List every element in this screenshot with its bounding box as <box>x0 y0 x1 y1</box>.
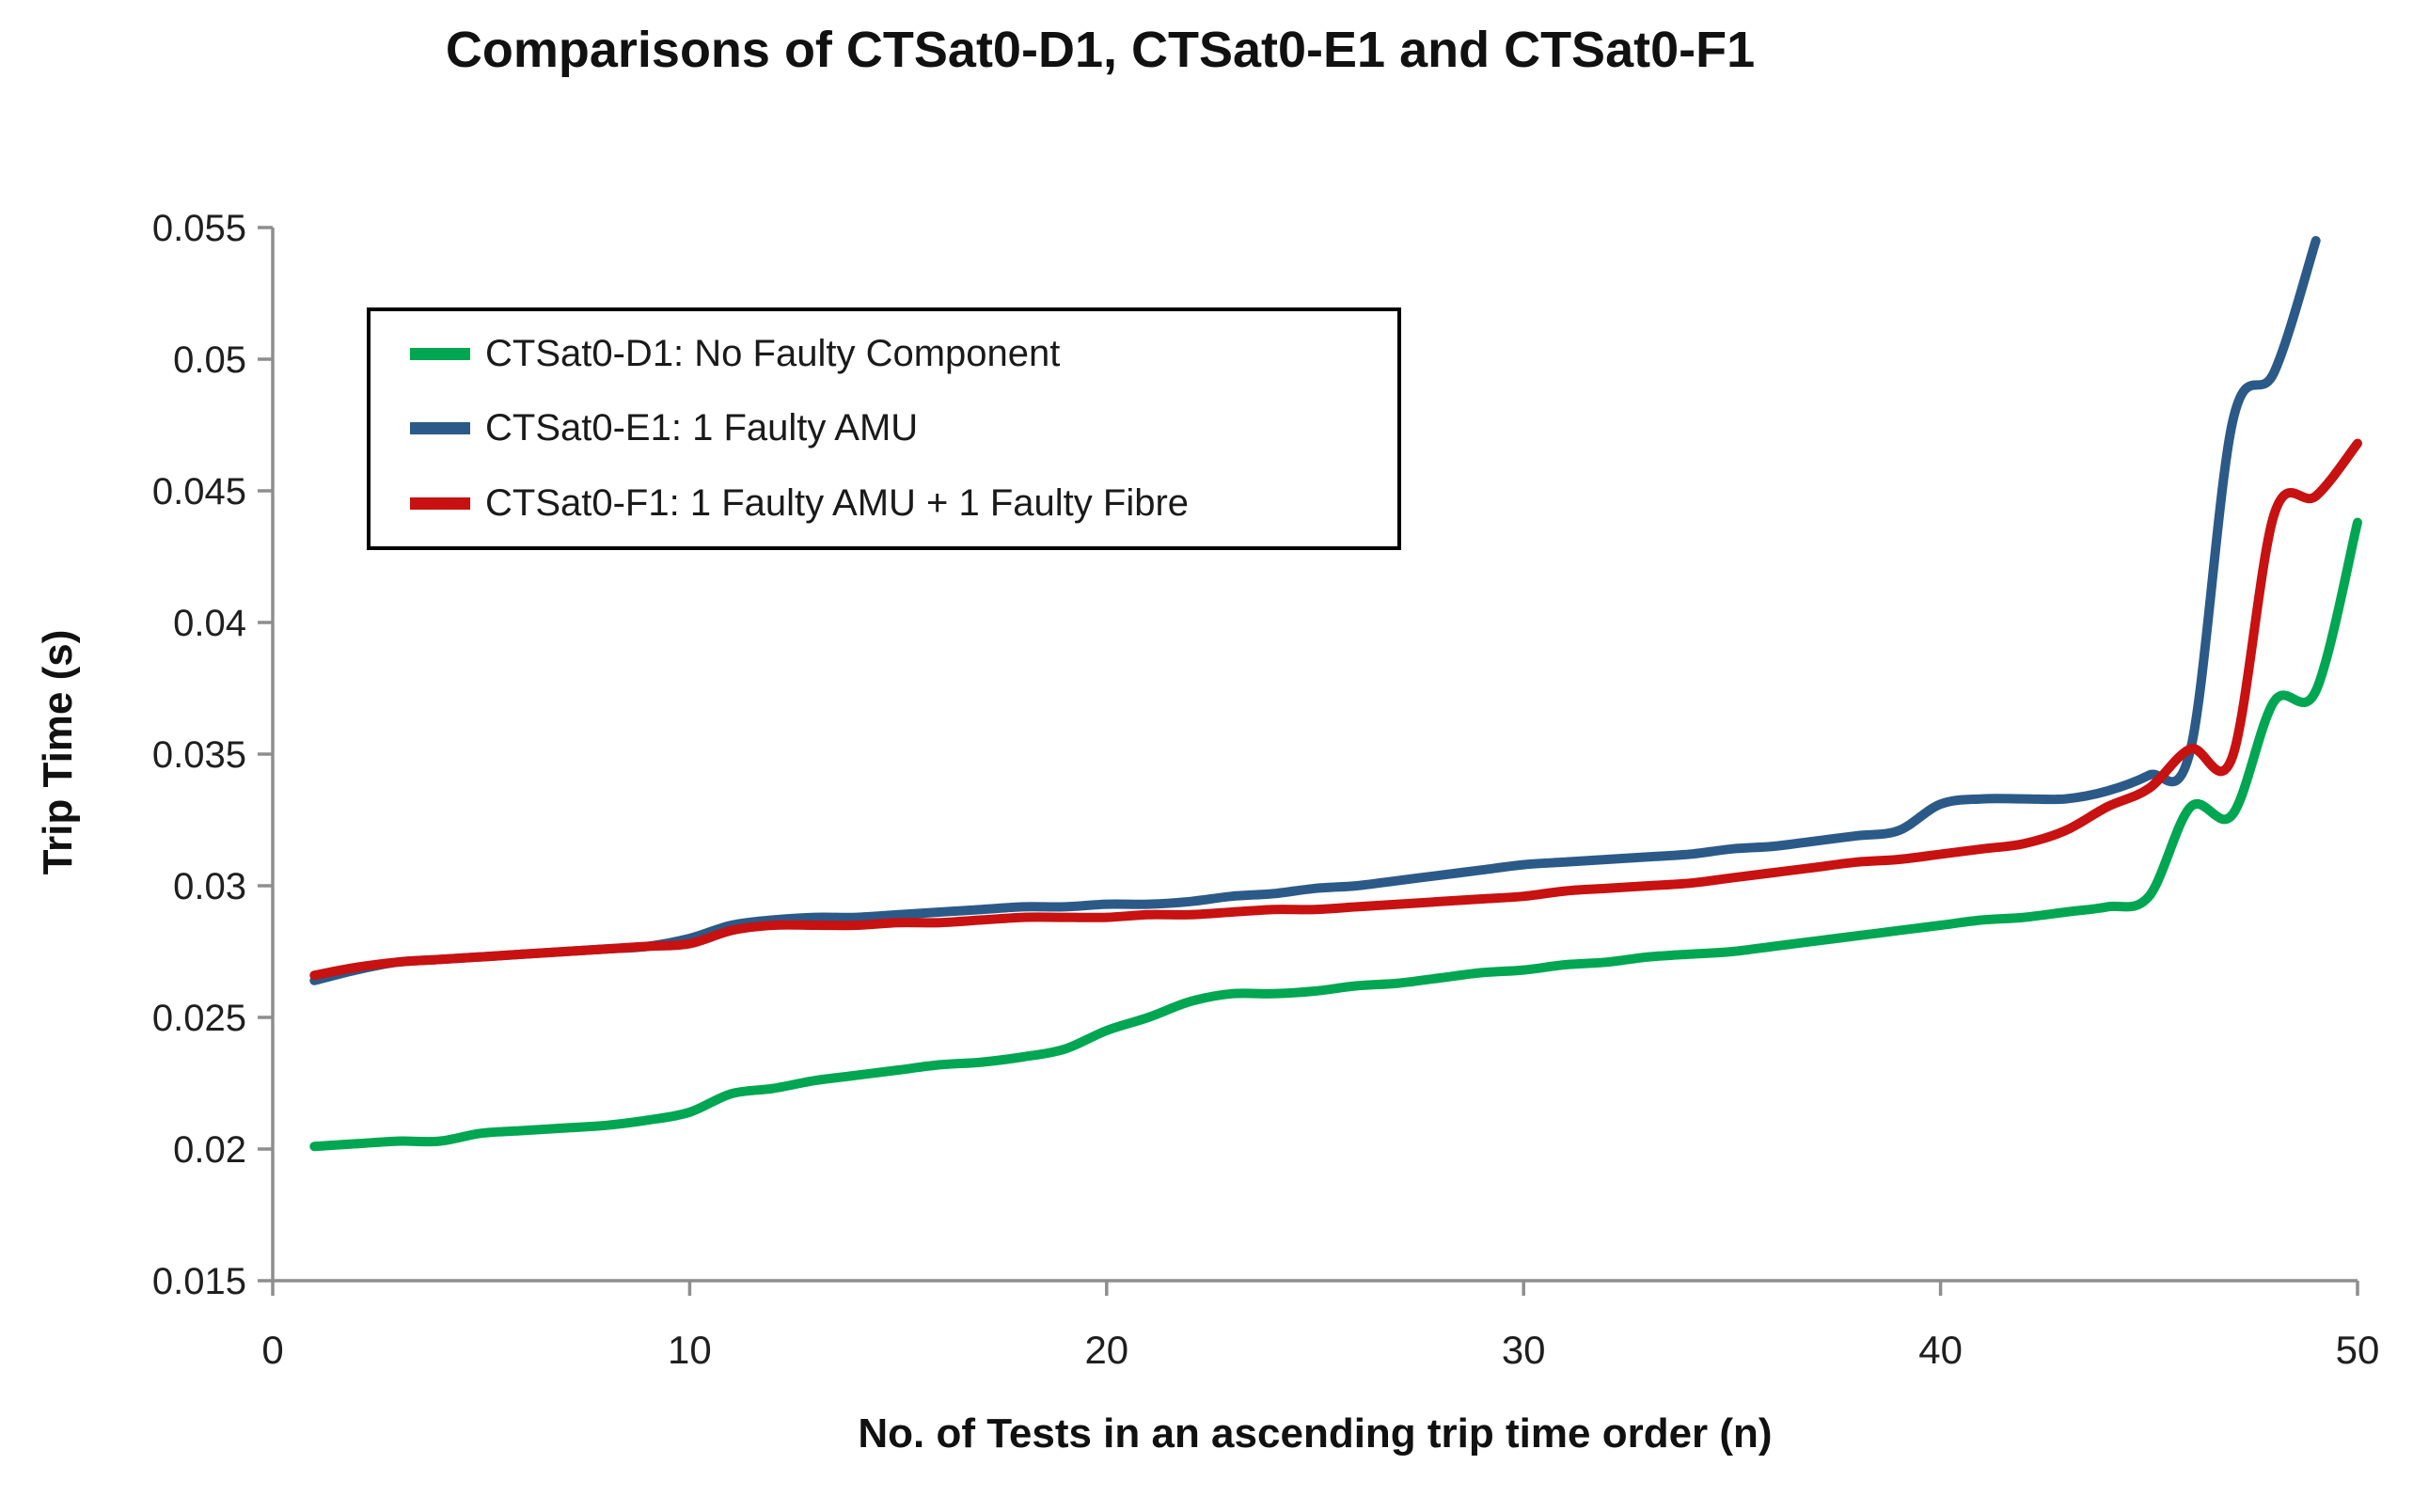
legend-label-ctsat0-d1: CTSat0-D1: No Faulty Component <box>485 333 1061 375</box>
y-tick-label: 0.015 <box>152 1261 246 1302</box>
x-axis-ticks: 0 10 20 30 40 50 <box>261 1281 2379 1372</box>
y-tick-label: 0.025 <box>152 998 246 1039</box>
chart-title: Comparisons of CTSat0-D1, CTSat0-E1 and … <box>445 22 1756 78</box>
y-tick-label: 0.035 <box>152 734 246 776</box>
y-tick-label: 0.04 <box>173 603 246 644</box>
series-line-ctsat0-f1 <box>309 438 2362 981</box>
x-tick-label: 30 <box>1502 1328 1546 1372</box>
x-tick-label: 50 <box>2336 1328 2380 1372</box>
legend-label-ctsat0-e1: CTSat0-E1: 1 Faulty AMU <box>485 407 919 449</box>
legend-item-ctsat0-f1: CTSat0-F1: 1 Faulty AMU + 1 Faulty Fibre <box>410 482 1388 525</box>
y-tick-label: 0.045 <box>152 471 246 512</box>
legend-item-ctsat0-e1: CTSat0-E1: 1 Faulty AMU <box>410 407 1388 449</box>
y-tick-label: 0.02 <box>173 1129 246 1171</box>
series-line-ctsat0-d1 <box>309 517 2362 1152</box>
legend-line-ctsat0-d1-icon <box>410 348 470 361</box>
x-tick-label: 10 <box>668 1328 712 1372</box>
y-tick-label: 0.055 <box>152 208 246 249</box>
x-tick-label: 40 <box>1918 1328 1963 1372</box>
y-axis-title: Trip Time (s) <box>35 629 81 875</box>
x-axis-title: No. of Tests in an ascending trip time o… <box>858 1410 1773 1457</box>
y-tick-label: 0.03 <box>173 866 246 907</box>
legend-line-ctsat0-e1-icon <box>410 422 470 435</box>
y-axis-ticks: 0.055 0.05 0.045 0.04 0.035 0.03 0.025 0.02 0.01… <box>152 208 273 1302</box>
legend-label-ctsat0-f1: CTSat0-F1: 1 Faulty AMU + 1 Faulty Fibre <box>485 481 1190 524</box>
legend-item-ctsat0-d1: CTSat0-D1: No Faulty Component <box>410 333 1388 375</box>
x-tick-label: 20 <box>1084 1328 1128 1372</box>
legend: CTSat0-D1: No Faulty Component CTSat0-E1… <box>367 307 1401 550</box>
x-tick-label: 0 <box>261 1328 283 1372</box>
y-tick-label: 0.05 <box>173 339 246 381</box>
legend-line-ctsat0-f1-icon <box>410 496 470 510</box>
